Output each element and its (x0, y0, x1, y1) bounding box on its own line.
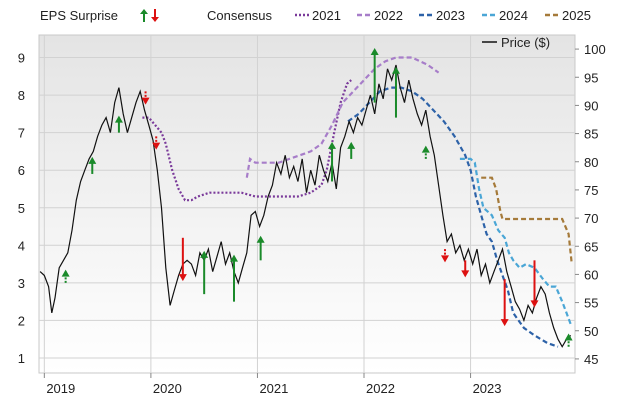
legend-eps-label: EPS Surprise (40, 8, 118, 23)
eps-surprise-layer (61, 48, 573, 347)
legend-series-label: 2025 (562, 8, 591, 23)
legend-miss-icon (151, 9, 159, 22)
legend-price-label: Price ($) (501, 35, 550, 50)
y-right-tick-label: 50 (584, 324, 598, 339)
x-tick-label: 2023 (473, 381, 502, 396)
y-right-tick-label: 70 (584, 211, 598, 226)
eps-surprise-miss (440, 249, 449, 263)
grid (39, 35, 575, 373)
eps-surprise-beat (61, 269, 70, 283)
legend-consensus-label: Consensus (207, 8, 273, 23)
y-right-tick-label: 100 (584, 42, 606, 57)
eps-surprise-beat (230, 254, 239, 302)
x-tick-label: 2020 (153, 381, 182, 396)
y-left-tick-label: 7 (18, 126, 25, 141)
y-right-tick-label: 90 (584, 98, 598, 113)
eps-surprise-beat (347, 141, 356, 159)
eps-surprise-miss (141, 91, 150, 105)
eps-surprise-miss (530, 260, 539, 308)
consensus-line-2025 (481, 176, 573, 265)
plot-area (38, 34, 576, 374)
eps-surprise-beat (421, 145, 430, 159)
y-left-tick-label: 4 (18, 238, 25, 253)
consensus-line-2023 (347, 86, 559, 348)
eps-surprise-beat (370, 48, 379, 103)
y-right-tick-label: 60 (584, 267, 598, 282)
y-left-tick-label: 3 (18, 276, 25, 291)
legend-beat-icon (140, 9, 148, 22)
right-axis: 45 50 55 60 65 70 75 80 85 90 95 100 (575, 42, 606, 367)
eps-surprise-beat (200, 250, 209, 295)
legend: EPS Surprise Consensus 2021 2022 2023 2024 2… (40, 8, 591, 50)
eps-surprise-beat (391, 66, 400, 118)
consensus-line-2021 (142, 79, 352, 202)
eps-surprise-miss (178, 237, 187, 282)
eps-surprise-miss (461, 260, 470, 278)
y-right-tick-label: 95 (584, 70, 598, 85)
eps-surprise-beat (114, 115, 123, 133)
y-left-tick-label: 5 (18, 201, 25, 216)
x-axis: 2019 2020 2021 2022 2023 (43, 373, 502, 396)
y-right-tick-label: 45 (584, 352, 598, 367)
legend-series-label: 2024 (499, 8, 528, 23)
left-axis: 1 2 3 4 5 6 7 8 9 (18, 51, 25, 366)
legend-series-label: 2022 (374, 8, 403, 23)
x-tick-label: 2019 (46, 381, 75, 396)
x-tick-label: 2021 (259, 381, 288, 396)
legend-series-label: 2021 (312, 8, 341, 23)
legend-series-label: 2023 (436, 8, 465, 23)
y-right-tick-label: 65 (584, 239, 598, 254)
y-left-tick-label: 9 (18, 51, 25, 66)
eps-surprise-beat (564, 333, 573, 347)
eps-surprise-miss (500, 279, 509, 327)
y-right-tick-label: 80 (584, 155, 598, 170)
price-line (39, 64, 572, 348)
eps-surprise-beat (328, 141, 337, 182)
y-left-tick-label: 2 (18, 313, 25, 328)
legend-series: 2021 2022 2023 2024 2025 (295, 8, 591, 23)
y-left-tick-label: 1 (18, 351, 25, 366)
y-left-tick-label: 6 (18, 163, 25, 178)
eps-surprise-beat (88, 156, 97, 174)
consensus-line-2024 (459, 157, 572, 325)
y-right-tick-label: 55 (584, 296, 598, 311)
series-layer (39, 56, 573, 348)
x-tick-label: 2022 (366, 381, 395, 396)
eps-surprise-miss (152, 136, 161, 150)
y-right-tick-label: 75 (584, 183, 598, 198)
eps-surprise-beat (256, 235, 265, 261)
y-left-tick-label: 8 (18, 88, 25, 103)
y-right-tick-label: 85 (584, 127, 598, 142)
